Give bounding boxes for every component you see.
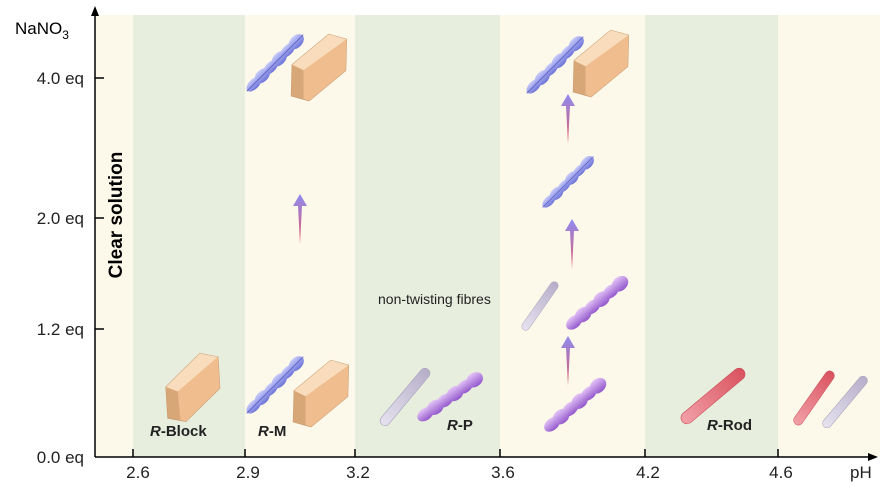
x-tick-label: 2.9 <box>236 463 260 482</box>
x-tick-label: 4.2 <box>636 463 660 482</box>
x-tick-label: 3.2 <box>346 463 370 482</box>
axes <box>91 6 878 461</box>
region-label: R-Block <box>150 423 207 440</box>
x-axis-label: pH <box>850 463 872 482</box>
region-label: R-M <box>258 423 286 440</box>
region-label: R-P <box>447 417 473 434</box>
y-tick-label: 2.0 eq <box>37 209 84 228</box>
region-labels: R-Block R-M R-P R-Rod <box>150 417 752 440</box>
x-tick-label: 3.6 <box>491 463 515 482</box>
fibres-label: non-twisting fibres <box>378 291 491 307</box>
y-tick-labels: 4.0 eq 2.0 eq 1.2 eq 0.0 eq <box>37 69 84 467</box>
x-tick-label: 4.6 <box>769 463 793 482</box>
x-tick-label: 2.6 <box>126 463 150 482</box>
x-tick-labels: 2.6 2.9 3.2 3.6 4.2 4.6 <box>126 463 793 482</box>
y-axis-label: NaNO3 <box>15 19 69 42</box>
y-tick-label: 0.0 eq <box>37 448 84 467</box>
y-tick-label: 1.2 eq <box>37 320 84 339</box>
clear-solution-label: Clear solution <box>106 152 127 279</box>
y-tick-label: 4.0 eq <box>37 69 84 88</box>
region-label: R-Rod <box>707 417 752 434</box>
